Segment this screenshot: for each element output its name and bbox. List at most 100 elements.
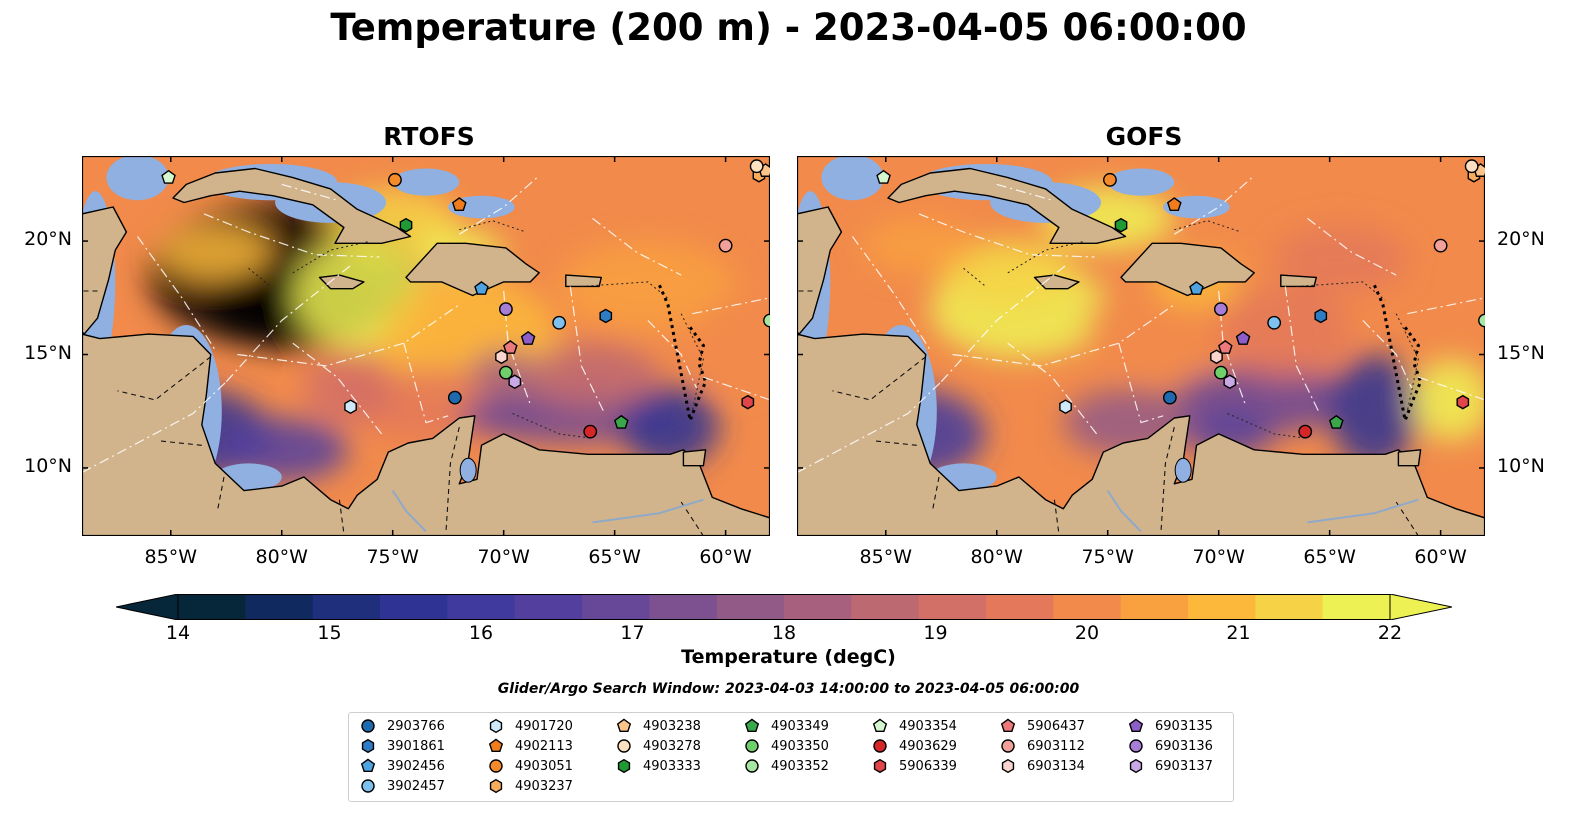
legend-marker[interactable] (489, 778, 503, 794)
float-marker-6903112[interactable] (718, 238, 733, 253)
legend-marker[interactable] (360, 758, 376, 773)
legend-marker[interactable] (1000, 718, 1016, 733)
legend-label: 6903112 (1027, 738, 1085, 754)
legend-marker[interactable] (489, 759, 503, 773)
float-marker-5906437[interactable] (503, 340, 518, 354)
legend-marker[interactable] (617, 739, 631, 753)
float-marker-6903134[interactable] (1210, 349, 1223, 365)
legend-marker[interactable] (744, 718, 760, 733)
float-marker-6903112[interactable] (1433, 238, 1448, 253)
legend-marker[interactable] (617, 758, 631, 774)
legend-marker[interactable] (873, 758, 887, 774)
legend-item-3902457: 3902457 (359, 776, 445, 796)
float-marker-4903354[interactable] (161, 169, 176, 184)
circle-marker-icon (617, 739, 631, 753)
float-marker-3901861[interactable] (599, 308, 613, 324)
legend-marker[interactable] (488, 738, 504, 753)
float-marker-4903278[interactable] (1464, 159, 1479, 174)
colorbar-extend-low (116, 594, 179, 620)
colorbar-tick-label: 17 (620, 622, 645, 644)
panel-title-rtofs: RTOFS (383, 122, 475, 151)
legend-marker[interactable] (1128, 718, 1144, 733)
legend-marker[interactable] (873, 739, 887, 753)
legend-marker[interactable] (872, 718, 888, 733)
float-marker-4903349[interactable] (613, 414, 629, 429)
float-marker-4901720[interactable] (344, 399, 357, 415)
colorbar-tick-label: 14 (165, 622, 191, 644)
float-marker-6903136[interactable] (1213, 302, 1228, 317)
isobaths (248, 220, 704, 439)
legend-label: 4903350 (771, 738, 829, 754)
map-panel-rtofs[interactable] (82, 156, 770, 536)
x-tick-label: 75°W (1081, 546, 1134, 568)
colorbar-segment (582, 594, 650, 620)
colorbar-segment (447, 594, 516, 620)
pentagon-marker-icon (1000, 718, 1016, 733)
float-marker-4903350[interactable] (498, 365, 513, 380)
y-tick-label-right: 15°N (1497, 341, 1545, 364)
legend-label: 4903237 (515, 778, 573, 794)
float-marker-4903349[interactable] (1328, 414, 1344, 429)
colorbar-tick-label: 22 (1377, 622, 1403, 644)
float-marker-3902456[interactable] (1189, 281, 1204, 295)
float-marker-3902457[interactable] (552, 315, 567, 330)
isobaths (963, 220, 1419, 439)
float-marker-4902113[interactable] (1166, 197, 1182, 211)
float-marker-6903137[interactable] (508, 374, 522, 390)
colorbar-segment (1053, 594, 1122, 620)
float-marker-5906339[interactable] (741, 394, 755, 410)
pentagon-marker-icon (616, 718, 632, 733)
legend-marker[interactable] (361, 738, 375, 754)
float-marker-3902457[interactable] (1267, 315, 1282, 330)
map-frame (797, 156, 1485, 536)
float-marker-3902456[interactable] (474, 281, 489, 295)
legend-marker[interactable] (1129, 758, 1143, 774)
map-panel-gofs[interactable] (797, 156, 1485, 536)
float-marker-4903051[interactable] (1103, 172, 1117, 187)
float-marker-6903134[interactable] (495, 349, 508, 365)
float-marker-6903137[interactable] (1223, 374, 1237, 390)
legend-marker[interactable] (616, 718, 632, 733)
float-marker-6903135[interactable] (520, 330, 536, 345)
legend-marker[interactable] (1001, 739, 1015, 753)
circle-marker-icon (489, 759, 503, 773)
colorbar-segment (851, 594, 920, 620)
legend-marker[interactable] (361, 779, 375, 793)
float-marker-5906339[interactable] (1456, 394, 1470, 410)
legend-marker[interactable] (745, 739, 759, 753)
float-marker-4903352[interactable] (1478, 313, 1485, 328)
float-marker-4902113[interactable] (451, 197, 467, 211)
legend-label: 6903134 (1027, 758, 1085, 774)
float-marker-4903333[interactable] (399, 217, 413, 233)
legend-marker[interactable] (1001, 758, 1015, 774)
legend-label: 4903051 (515, 758, 573, 774)
legend-marker[interactable] (361, 719, 375, 733)
eez-boundaries (797, 177, 1485, 474)
pentagon-marker-icon (1128, 718, 1144, 733)
colorbar-segment (514, 594, 583, 620)
colorbar-tick-label: 21 (1226, 622, 1251, 644)
legend-label: 4901720 (515, 718, 573, 734)
float-marker-4903278[interactable] (749, 159, 764, 174)
legend-label: 5906437 (1027, 718, 1085, 734)
float-marker-4903354[interactable] (876, 169, 891, 184)
float-marker-2903766[interactable] (1162, 390, 1177, 405)
legend-marker[interactable] (1129, 739, 1143, 753)
float-marker-4903350[interactable] (1213, 365, 1228, 380)
float-marker-4903333[interactable] (1114, 217, 1128, 233)
float-marker-4903352[interactable] (763, 313, 770, 328)
float-marker-5906437[interactable] (1218, 340, 1233, 354)
float-marker-6903135[interactable] (1235, 330, 1251, 345)
float-marker-2903766[interactable] (447, 390, 462, 405)
float-marker-4903629[interactable] (1298, 424, 1313, 439)
float-marker-4903629[interactable] (583, 424, 598, 439)
float-marker-4901720[interactable] (1059, 399, 1072, 415)
legend-marker[interactable] (489, 718, 503, 734)
float-marker-3901861[interactable] (1314, 308, 1328, 324)
legend-label: 4903349 (771, 718, 829, 734)
float-marker-4903051[interactable] (388, 172, 402, 187)
pentagon-marker-icon (872, 718, 888, 733)
float-marker-6903136[interactable] (498, 302, 513, 317)
pentagon-marker-icon (744, 718, 760, 733)
legend-marker[interactable] (745, 759, 759, 773)
